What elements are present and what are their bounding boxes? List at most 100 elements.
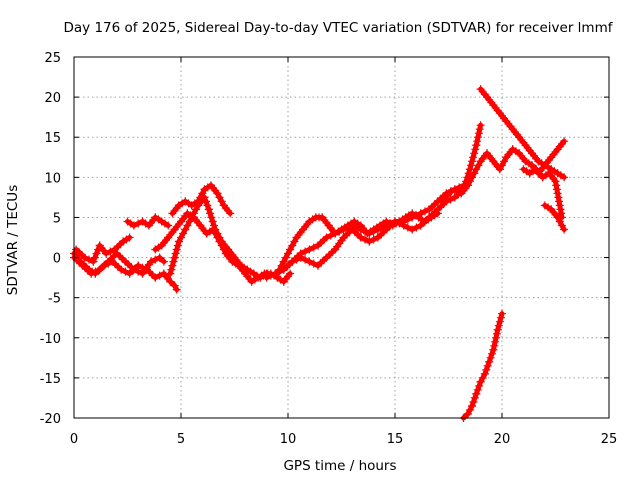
plus-marker — [373, 225, 382, 234]
plus-marker — [206, 209, 215, 218]
plus-marker — [169, 257, 178, 266]
plus-marker — [408, 213, 417, 222]
plus-marker — [85, 255, 93, 264]
plus-marker — [554, 193, 563, 202]
plus-marker — [296, 253, 305, 262]
y-axis-label: SDTVAR / TECUs — [5, 185, 21, 295]
plus-marker — [474, 129, 483, 138]
x-tick-label: 15 — [387, 432, 404, 447]
plus-marker — [556, 205, 565, 214]
plus-marker — [496, 313, 505, 322]
x-tick-label: 25 — [601, 432, 618, 447]
plus-marker — [490, 341, 499, 350]
plus-marker — [556, 171, 565, 180]
plus-marker — [200, 185, 209, 194]
plus-marker — [416, 209, 425, 218]
plus-marker — [125, 233, 134, 242]
plus-marker — [167, 265, 176, 274]
plus-marker — [91, 267, 100, 276]
plus-marker — [147, 257, 155, 266]
plus-marker — [151, 273, 160, 282]
x-axis-label: GPS time / hours — [283, 458, 396, 474]
y-tick-label: 15 — [44, 131, 61, 146]
plus-marker — [275, 267, 284, 276]
plus-marker — [356, 233, 365, 242]
plus-marker — [492, 329, 501, 338]
plus-marker — [480, 369, 489, 378]
y-tick-label: -20 — [40, 412, 61, 427]
y-tick-label: 25 — [44, 51, 61, 66]
plus-marker — [555, 201, 564, 210]
plus-marker — [491, 337, 500, 346]
plus-marker — [170, 253, 179, 262]
series-track-l — [478, 86, 567, 180]
plus-marker — [117, 265, 126, 274]
plus-marker — [172, 245, 181, 254]
plus-marker — [335, 227, 344, 236]
plus-marker — [553, 189, 562, 198]
plus-marker — [498, 309, 506, 318]
plus-marker — [326, 231, 335, 240]
series-track-b — [71, 251, 167, 277]
plus-marker — [470, 149, 479, 158]
plus-marker — [80, 253, 89, 262]
plus-marker — [356, 225, 365, 234]
plus-marker — [207, 213, 216, 222]
plus-marker — [560, 225, 569, 234]
plus-marker — [286, 269, 295, 278]
plus-marker — [292, 255, 301, 264]
plus-marker — [482, 365, 491, 374]
y-tick-label: 10 — [44, 171, 61, 186]
plus-marker — [412, 223, 421, 232]
plus-marker — [301, 247, 310, 256]
plus-marker — [421, 207, 429, 216]
plus-marker — [560, 173, 569, 182]
plus-marker — [560, 137, 569, 146]
plus-marker — [469, 398, 478, 406]
plus-marker — [171, 249, 180, 258]
plus-marker — [365, 229, 374, 238]
plus-marker — [395, 219, 404, 228]
plus-marker — [254, 273, 262, 282]
x-tick-label: 10 — [280, 432, 297, 447]
plus-marker — [134, 267, 143, 276]
plus-marker — [309, 243, 318, 252]
plus-marker — [200, 193, 209, 202]
plus-marker — [521, 157, 530, 166]
plus-marker — [408, 225, 417, 234]
plus-marker — [403, 223, 412, 232]
plus-marker — [202, 197, 210, 206]
plus-marker — [155, 271, 164, 280]
plus-marker — [469, 153, 478, 162]
plus-marker — [89, 257, 98, 266]
plus-marker — [301, 255, 310, 264]
plus-marker — [157, 217, 166, 226]
data-traces — [70, 85, 569, 422]
x-tick-label: 20 — [494, 432, 511, 447]
plus-marker — [483, 361, 492, 370]
plus-marker — [164, 221, 173, 230]
plus-marker — [361, 235, 369, 244]
plus-marker — [129, 265, 138, 274]
plus-marker — [555, 197, 564, 206]
plus-marker — [87, 269, 96, 278]
plus-marker — [271, 269, 280, 278]
plus-marker — [94, 245, 103, 254]
plus-marker — [106, 247, 115, 256]
plus-marker — [129, 221, 138, 230]
x-tick-label: 0 — [70, 432, 78, 447]
plus-marker — [288, 257, 297, 266]
plus-marker — [166, 277, 175, 286]
plus-marker — [467, 161, 475, 170]
y-tick-label: 20 — [44, 91, 61, 106]
y-tick-label: -10 — [40, 332, 61, 347]
plus-marker — [322, 233, 331, 242]
plus-marker — [472, 389, 481, 398]
plus-marker — [488, 349, 496, 358]
plus-marker — [474, 133, 482, 142]
plus-marker — [468, 157, 476, 166]
chart-title: Day 176 of 2025, Sidereal Day-to-day VTE… — [64, 20, 614, 36]
y-tick-label: 0 — [53, 252, 61, 267]
series-track-c — [73, 235, 133, 265]
plus-marker — [403, 215, 412, 224]
